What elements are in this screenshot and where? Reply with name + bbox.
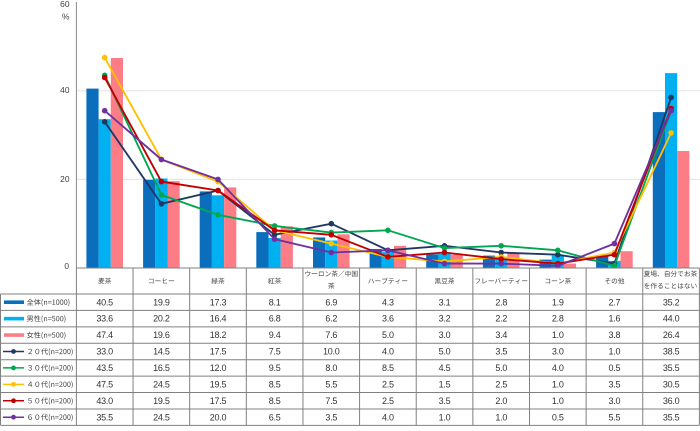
svg-text:1.5: 1.5 xyxy=(439,379,451,389)
svg-text:3.0: 3.0 xyxy=(552,347,564,357)
svg-text:20.2: 20.2 xyxy=(153,314,170,324)
svg-text:36.0: 36.0 xyxy=(663,396,680,406)
svg-text:26.4: 26.4 xyxy=(663,330,680,340)
svg-text:18.2: 18.2 xyxy=(210,330,227,340)
svg-text:3.0: 3.0 xyxy=(609,396,621,406)
svg-text:0.5: 0.5 xyxy=(609,363,621,373)
svg-text:19.5: 19.5 xyxy=(210,379,227,389)
svg-text:8.1: 8.1 xyxy=(269,297,281,307)
svg-text:16.4: 16.4 xyxy=(210,314,227,324)
svg-text:3.4: 3.4 xyxy=(495,330,507,340)
svg-text:4.0: 4.0 xyxy=(382,347,394,357)
svg-text:35.5: 35.5 xyxy=(663,412,680,422)
svg-text:47.5: 47.5 xyxy=(96,379,113,389)
svg-text:43.5: 43.5 xyxy=(96,363,113,373)
svg-text:20: 20 xyxy=(60,174,70,184)
svg-text:2.8: 2.8 xyxy=(495,297,507,307)
svg-text:6.9: 6.9 xyxy=(325,297,337,307)
svg-text:6.5: 6.5 xyxy=(269,412,281,422)
svg-text:8.0: 8.0 xyxy=(325,363,337,373)
svg-text:35.2: 35.2 xyxy=(663,297,680,307)
svg-text:8.5: 8.5 xyxy=(269,396,281,406)
svg-text:24.5: 24.5 xyxy=(153,379,170,389)
svg-text:1.0: 1.0 xyxy=(609,347,621,357)
svg-text:16.5: 16.5 xyxy=(153,363,170,373)
svg-text:17.5: 17.5 xyxy=(210,347,227,357)
svg-text:33.0: 33.0 xyxy=(96,347,113,357)
svg-text:8.5: 8.5 xyxy=(382,363,394,373)
svg-text:0: 0 xyxy=(64,261,69,271)
svg-text:2.2: 2.2 xyxy=(495,314,507,324)
svg-text:5.0: 5.0 xyxy=(495,363,507,373)
svg-text:6.2: 6.2 xyxy=(325,314,337,324)
svg-text:44.0: 44.0 xyxy=(663,314,680,324)
svg-text:1.0: 1.0 xyxy=(552,379,564,389)
svg-text:6.8: 6.8 xyxy=(269,314,281,324)
svg-text:17.5: 17.5 xyxy=(210,396,227,406)
svg-text:5.5: 5.5 xyxy=(325,379,337,389)
svg-text:1.6: 1.6 xyxy=(609,314,621,324)
svg-text:3.6: 3.6 xyxy=(382,314,394,324)
svg-text:2.8: 2.8 xyxy=(552,314,564,324)
svg-text:1.0: 1.0 xyxy=(552,330,564,340)
svg-text:14.5: 14.5 xyxy=(153,347,170,357)
svg-text:3.5: 3.5 xyxy=(439,396,451,406)
svg-text:20.0: 20.0 xyxy=(210,412,227,422)
svg-text:3.5: 3.5 xyxy=(325,412,337,422)
svg-text:40.5: 40.5 xyxy=(96,297,113,307)
svg-text:5.0: 5.0 xyxy=(382,330,394,340)
svg-text:24.5: 24.5 xyxy=(153,412,170,422)
svg-text:7.5: 7.5 xyxy=(269,347,281,357)
svg-text:0.5: 0.5 xyxy=(552,412,564,422)
svg-text:19.9: 19.9 xyxy=(153,297,170,307)
svg-text:2.5: 2.5 xyxy=(382,396,394,406)
svg-text:4.5: 4.5 xyxy=(439,363,451,373)
svg-text:3.5: 3.5 xyxy=(609,379,621,389)
svg-text:1.0: 1.0 xyxy=(552,396,564,406)
svg-text:3.0: 3.0 xyxy=(439,330,451,340)
svg-text:4.3: 4.3 xyxy=(382,297,394,307)
svg-text:2.5: 2.5 xyxy=(495,379,507,389)
svg-text:4.0: 4.0 xyxy=(382,412,394,422)
svg-text:7.6: 7.6 xyxy=(325,330,337,340)
svg-text:7.5: 7.5 xyxy=(325,396,337,406)
svg-text:4.0: 4.0 xyxy=(552,363,564,373)
svg-text:5.5: 5.5 xyxy=(609,412,621,422)
svg-text:40: 40 xyxy=(60,85,70,95)
svg-text:38.5: 38.5 xyxy=(663,347,680,357)
svg-text:30.5: 30.5 xyxy=(663,379,680,389)
svg-text:3.8: 3.8 xyxy=(609,330,621,340)
svg-text:1.0: 1.0 xyxy=(439,412,451,422)
svg-text:2.5: 2.5 xyxy=(382,379,394,389)
svg-text:19.5: 19.5 xyxy=(153,396,170,406)
svg-text:3.1: 3.1 xyxy=(439,297,451,307)
svg-text:3.2: 3.2 xyxy=(439,314,451,324)
svg-text:33.6: 33.6 xyxy=(96,314,113,324)
svg-text:2.0: 2.0 xyxy=(495,396,507,406)
svg-text:1.0: 1.0 xyxy=(495,412,507,422)
svg-text:10.0: 10.0 xyxy=(323,347,340,357)
svg-text:43.0: 43.0 xyxy=(96,396,113,406)
svg-text:47.4: 47.4 xyxy=(96,330,113,340)
svg-text:9.5: 9.5 xyxy=(269,363,281,373)
svg-text:3.5: 3.5 xyxy=(495,347,507,357)
svg-text:35.5: 35.5 xyxy=(663,363,680,373)
svg-text:12.0: 12.0 xyxy=(210,363,227,373)
svg-text:%: % xyxy=(62,11,70,21)
svg-text:9.4: 9.4 xyxy=(269,330,281,340)
svg-text:1.9: 1.9 xyxy=(552,297,564,307)
svg-text:60: 60 xyxy=(60,0,70,9)
svg-text:2.7: 2.7 xyxy=(609,297,621,307)
svg-text:8.5: 8.5 xyxy=(269,379,281,389)
svg-text:5.0: 5.0 xyxy=(439,347,451,357)
svg-text:17.3: 17.3 xyxy=(210,297,227,307)
svg-text:19.6: 19.6 xyxy=(153,330,170,340)
svg-text:35.5: 35.5 xyxy=(96,412,113,422)
